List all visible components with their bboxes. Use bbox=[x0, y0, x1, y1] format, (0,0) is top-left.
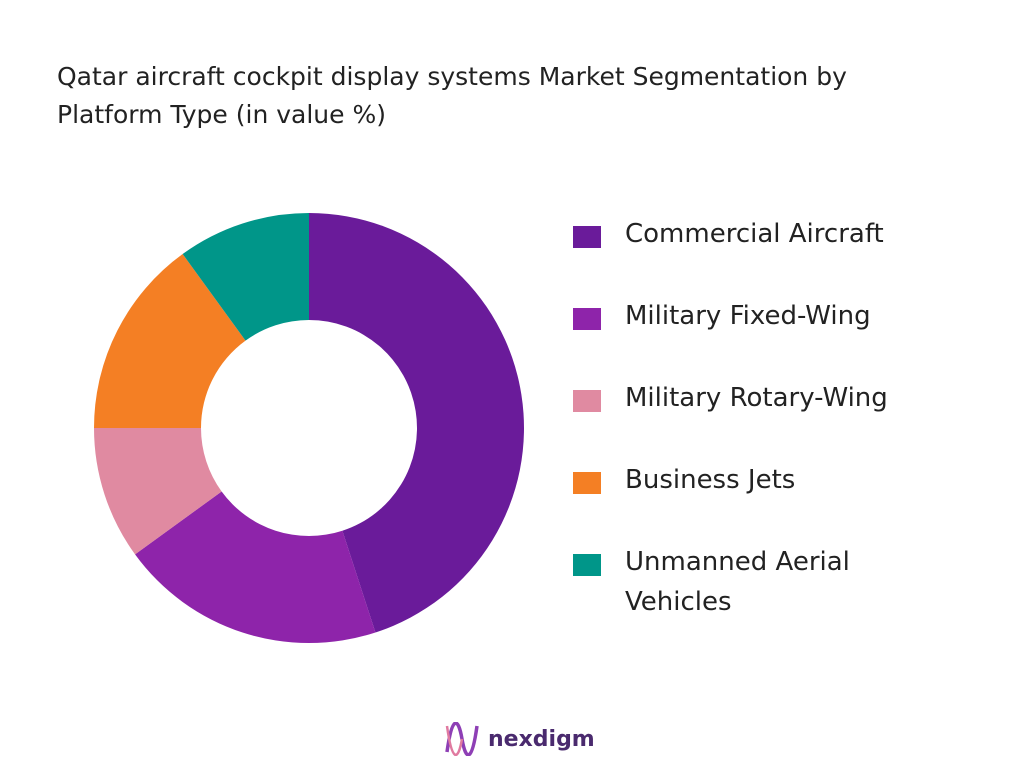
chart-title: Qatar aircraft cockpit display systems M… bbox=[57, 62, 847, 129]
legend-label: Business Jets bbox=[625, 465, 796, 495]
legend-swatch bbox=[573, 554, 601, 576]
donut-slice bbox=[309, 212, 525, 633]
legend-item: Business Jets bbox=[573, 460, 993, 542]
brand-logo bbox=[445, 722, 479, 756]
legend-swatch bbox=[573, 472, 601, 494]
legend-label: Unmanned Aerial Vehicles bbox=[625, 547, 850, 617]
legend: Commercial Aircraft Military Fixed-Wing Mi… bbox=[573, 214, 993, 624]
legend-swatch bbox=[573, 390, 601, 412]
donut-slice bbox=[94, 428, 222, 555]
legend-label: Military Rotary-Wing bbox=[625, 383, 888, 413]
legend-swatch bbox=[573, 308, 601, 330]
legend-item: Unmanned Aerial Vehicles bbox=[573, 542, 993, 624]
brand-name: nexdigm bbox=[488, 726, 595, 752]
chart bbox=[94, 212, 525, 643]
donut-slice bbox=[94, 254, 246, 428]
legend-swatch bbox=[573, 226, 601, 248]
legend-item: Military Fixed-Wing bbox=[573, 296, 993, 378]
donut-slice bbox=[135, 491, 376, 643]
brand: nexdigm bbox=[444, 722, 595, 756]
legend-label: Commercial Aircraft bbox=[625, 219, 884, 249]
legend-item: Commercial Aircraft bbox=[573, 214, 993, 296]
legend-item: Military Rotary-Wing bbox=[573, 378, 993, 460]
donut-slice bbox=[182, 213, 309, 341]
legend-label: Military Fixed-Wing bbox=[625, 301, 871, 331]
